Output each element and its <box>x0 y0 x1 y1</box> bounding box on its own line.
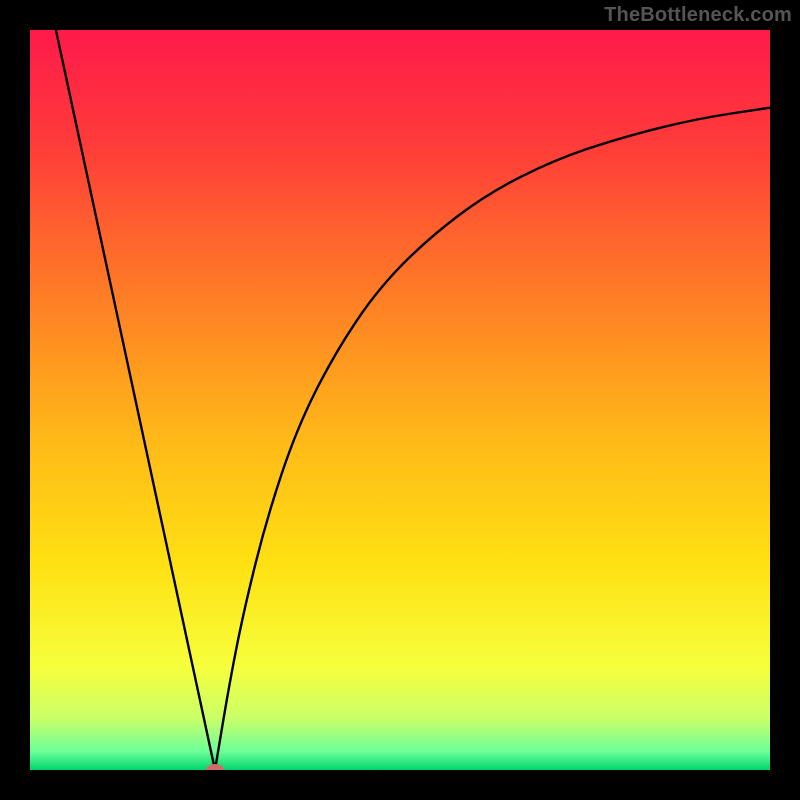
chart-container: TheBottleneck.com <box>0 0 800 800</box>
plot-svg <box>30 30 770 770</box>
attribution-text: TheBottleneck.com <box>604 4 792 27</box>
gradient-background <box>30 30 770 770</box>
plot-panel <box>30 30 770 770</box>
